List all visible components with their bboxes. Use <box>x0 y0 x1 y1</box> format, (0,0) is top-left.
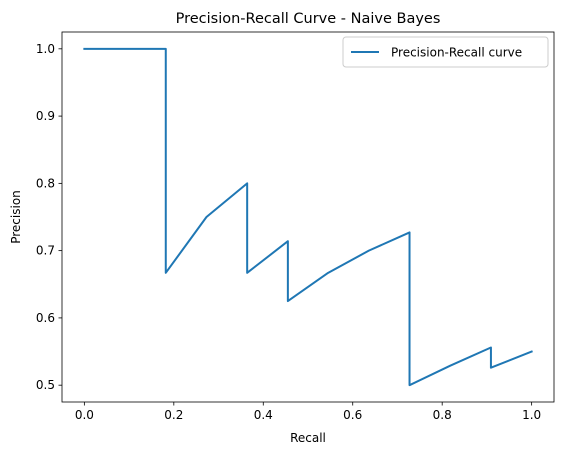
y-tick-label: 0.8 <box>36 176 55 190</box>
y-tick-label: 0.6 <box>36 311 55 325</box>
y-axis-label: Precision <box>9 190 23 244</box>
chart-title: Precision-Recall Curve - Naive Bayes <box>176 11 441 27</box>
x-tick-label: 0.8 <box>433 408 452 422</box>
x-tick-label: 1.0 <box>522 408 541 422</box>
x-tick-label: 0.2 <box>164 408 183 422</box>
series-line-0 <box>84 49 531 385</box>
y-tick-label: 0.7 <box>36 244 55 258</box>
y-tick-label: 0.9 <box>36 109 55 123</box>
x-tick-label: 0.0 <box>75 408 94 422</box>
y-tick-label: 0.5 <box>36 378 55 392</box>
y-tick-label: 1.0 <box>36 42 55 56</box>
axes-frame <box>62 32 554 402</box>
plot-area: 0.0 0.2 0.4 0.6 0.8 1.0 0.5 0.6 0.7 0.8 0.9 1.0 <box>36 32 554 422</box>
x-tick-label: 0.6 <box>343 408 362 422</box>
legend-label: Precision-Recall curve <box>391 46 522 60</box>
legend: Precision-Recall curve <box>343 37 548 67</box>
x-axis-label: Recall <box>290 431 326 445</box>
x-tick-label: 0.4 <box>254 408 273 422</box>
